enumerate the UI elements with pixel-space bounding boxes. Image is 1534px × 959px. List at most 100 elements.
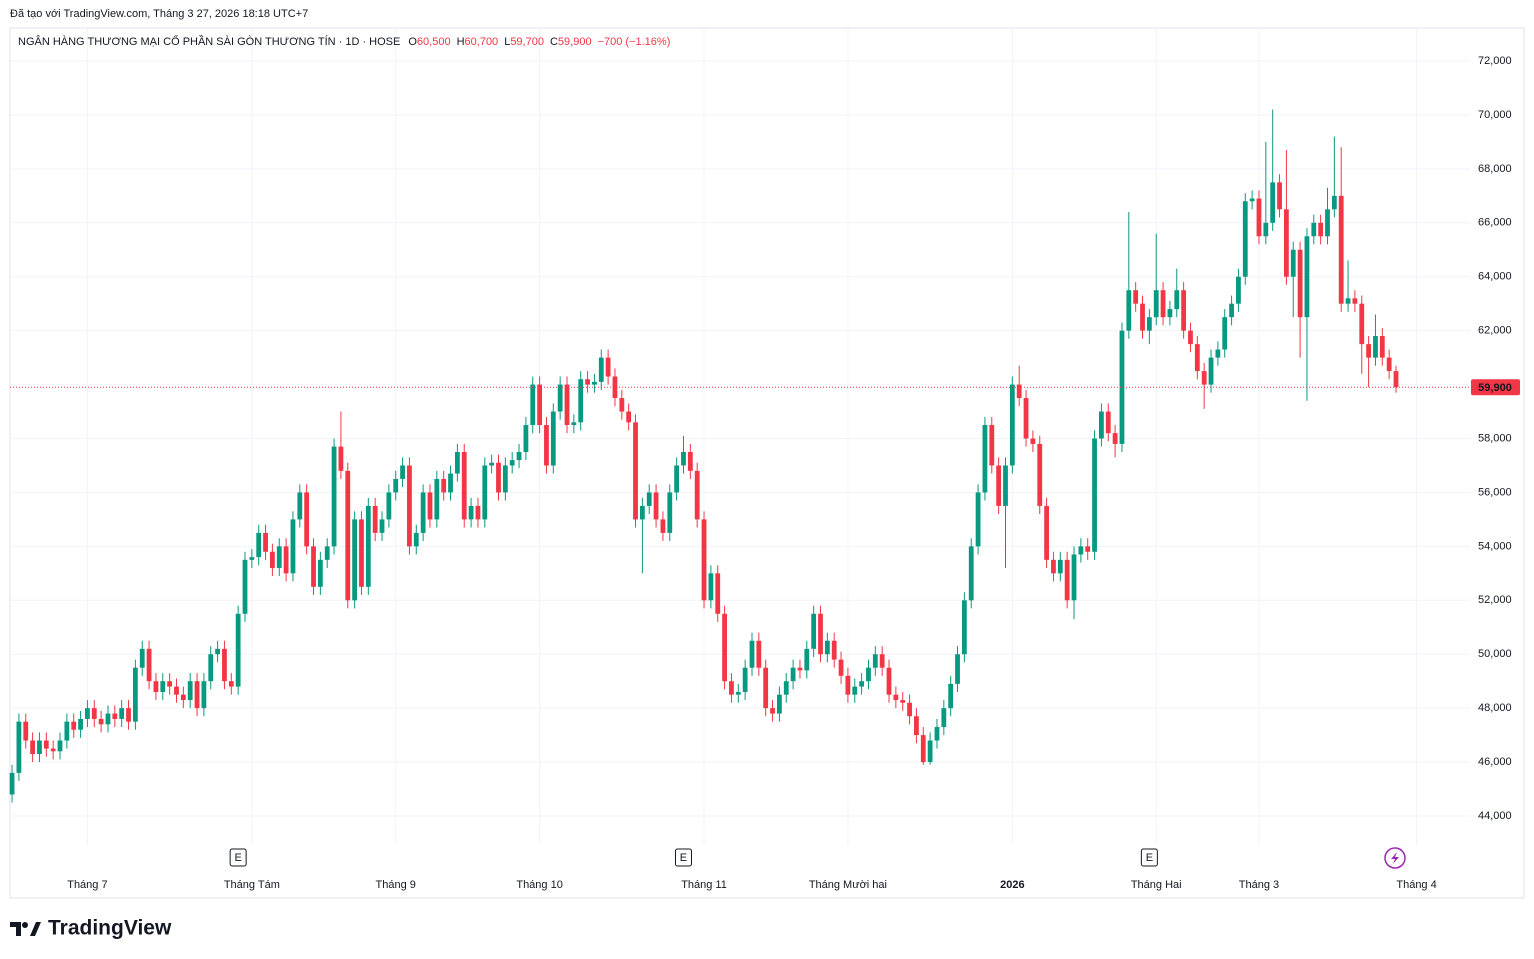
candle-body <box>639 505 645 520</box>
candle-body <box>996 465 1002 506</box>
candle-body <box>941 708 947 728</box>
candle-body <box>407 465 412 547</box>
candle-body <box>1297 249 1303 318</box>
candle-body <box>1112 433 1118 444</box>
candle-body <box>1174 290 1180 310</box>
candle-body <box>1140 303 1145 331</box>
candle-body <box>1222 317 1228 350</box>
candle-body <box>1057 559 1063 574</box>
ohlc-key: O <box>408 36 417 48</box>
candle-body <box>742 667 748 692</box>
candle-body <box>441 478 447 493</box>
candle-body <box>386 492 392 520</box>
candle-body <box>633 422 638 520</box>
candle-body <box>763 667 769 709</box>
candle-body <box>1105 411 1111 434</box>
candle-body <box>1318 222 1324 237</box>
candle-body <box>57 740 63 752</box>
candle-body <box>1092 438 1097 552</box>
candle-body <box>1044 505 1049 560</box>
candle-body <box>146 648 152 682</box>
candle-body <box>687 451 693 471</box>
candle-body <box>1133 290 1139 304</box>
ohlc-key: C <box>550 36 558 48</box>
candle-body <box>1146 317 1152 331</box>
candle-body <box>311 546 316 587</box>
candle-body <box>215 648 220 655</box>
candle-body <box>681 451 686 466</box>
candle-body <box>516 451 522 461</box>
ohlc-value: 59,700 <box>510 36 544 48</box>
x-tick-label: Tháng Hai <box>1131 879 1182 891</box>
candle-body <box>71 721 77 730</box>
caption: Đã tạo với TradingView.com, Tháng 3 27, … <box>10 8 308 20</box>
candle-body <box>578 379 584 423</box>
candle-body <box>824 640 830 655</box>
candle-body <box>461 451 467 520</box>
ohlc-value: 60,500 <box>417 36 451 48</box>
candle-body <box>886 667 892 695</box>
candle-body <box>1078 546 1084 555</box>
candle-body <box>91 708 97 719</box>
candle-body <box>701 519 707 601</box>
candle-body <box>345 470 351 601</box>
candle-body <box>1263 222 1269 237</box>
x-tick-label: Tháng 3 <box>1239 879 1279 891</box>
candle-body <box>475 505 481 520</box>
candle-body <box>502 465 508 493</box>
y-tick-label: 52,000 <box>1478 594 1512 606</box>
candle-body <box>201 681 207 709</box>
candle-body <box>489 462 495 466</box>
candle-body <box>482 465 488 520</box>
candle-body <box>352 519 358 601</box>
y-tick-label: 48,000 <box>1478 702 1512 714</box>
candle-body <box>1304 236 1310 318</box>
candle-body <box>331 446 337 547</box>
candle-body <box>1359 303 1365 345</box>
candle-body <box>304 492 310 547</box>
x-tick-label: Tháng 9 <box>376 879 416 891</box>
candle-body <box>249 557 255 560</box>
ohlc-key: L <box>504 36 510 48</box>
event-label: E <box>234 852 241 864</box>
x-tick-label: Tháng Tám <box>224 879 280 891</box>
candle-body <box>1167 309 1173 318</box>
candle-body <box>1160 290 1166 318</box>
candle-body <box>1373 336 1378 358</box>
y-tick-label: 70,000 <box>1478 109 1512 121</box>
y-tick-label: 66,000 <box>1478 217 1512 229</box>
candle-body <box>1188 330 1193 345</box>
candle-body <box>1379 336 1385 358</box>
chart-frame <box>9 27 1525 899</box>
candle-body <box>242 559 248 614</box>
candle-body <box>222 648 227 682</box>
candle-body <box>1242 201 1248 277</box>
candle-body <box>866 667 871 682</box>
candle-body <box>955 654 960 684</box>
candle-body <box>735 691 741 695</box>
candle-body <box>263 532 268 552</box>
candle-body <box>50 748 56 752</box>
candle-body <box>1236 276 1241 304</box>
x-tick-label: Tháng Mười hai <box>809 879 887 891</box>
candle-body <box>653 492 659 520</box>
candle-body <box>359 519 364 587</box>
candle-body <box>674 465 680 493</box>
candle-body <box>1283 209 1289 277</box>
candle-body <box>365 505 371 587</box>
candle-body <box>1386 357 1392 372</box>
candle-body <box>852 686 858 695</box>
event-marker <box>674 848 692 867</box>
candle-body <box>98 718 104 725</box>
candle-body <box>756 640 762 668</box>
dividend-icon <box>1384 847 1406 869</box>
x-tick-label: Tháng 7 <box>67 879 107 891</box>
candle-body <box>872 654 878 668</box>
candle-body <box>1030 438 1036 444</box>
candle-body <box>1229 303 1234 318</box>
candle-body <box>537 384 542 426</box>
y-tick-label: 46,000 <box>1478 756 1512 768</box>
candle-body <box>900 700 906 703</box>
candle-body <box>571 422 577 426</box>
candle-body <box>180 694 186 701</box>
